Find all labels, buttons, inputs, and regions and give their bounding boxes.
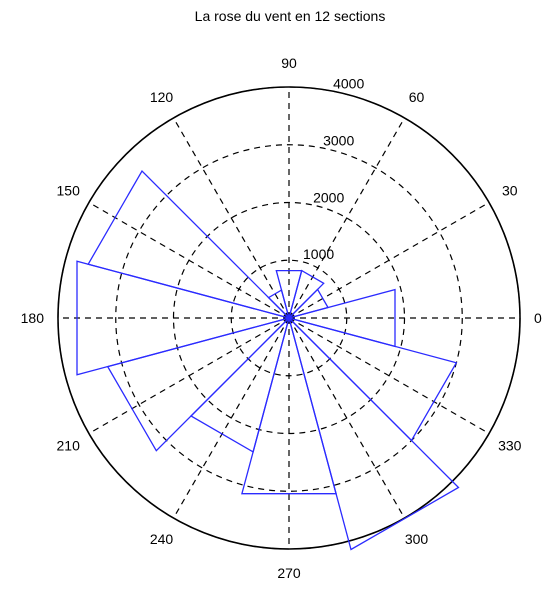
sector-150 [87, 169, 292, 320]
radial-tick-label-2000: 2000 [313, 189, 344, 205]
polar-grid [57, 86, 521, 550]
angular-gridline-8 [172, 317, 290, 519]
angle-tick-label-120: 120 [150, 89, 174, 105]
angle-tick-label-240: 240 [150, 531, 174, 547]
angle-tick-label-210: 210 [57, 438, 81, 454]
angle-tick-label-270: 270 [277, 565, 301, 581]
tick-labels: 0 30 60 90 120 150 180 210 240 270 300 330 1000 2000 3… [21, 55, 542, 581]
angular-gridline-11 [288, 317, 490, 435]
wind-sectors [76, 169, 460, 551]
sector-300 [287, 315, 460, 551]
angle-tick-label-30: 30 [502, 183, 518, 199]
chart-title: La rose du vent en 12 sections [194, 8, 386, 24]
angle-tick-label-60: 60 [409, 89, 425, 105]
center-dot [286, 315, 292, 321]
angular-gridline-5 [88, 201, 290, 319]
angle-tick-label-150: 150 [57, 183, 81, 199]
radial-tick-label-4000: 4000 [333, 76, 364, 92]
angular-gridline-10 [288, 317, 406, 519]
angular-gridline-4 [172, 117, 290, 319]
sector-210 [106, 316, 292, 452]
angle-tick-label-300: 300 [405, 531, 429, 547]
angle-tick-label-330: 330 [498, 438, 522, 454]
angle-tick-label-180: 180 [21, 310, 45, 326]
angular-gridline-7 [88, 317, 290, 435]
angle-tick-label-0: 0 [534, 310, 542, 326]
sector-60 [287, 269, 325, 321]
radial-tick-label-1000: 1000 [303, 246, 334, 262]
angular-gridline-2 [288, 117, 406, 319]
angle-tick-label-90: 90 [281, 55, 297, 71]
sector-240 [189, 315, 291, 453]
radial-tick-label-3000: 3000 [323, 132, 354, 148]
radial-gridline-2 [115, 144, 463, 492]
sector-330 [286, 316, 458, 442]
outer-circle [57, 86, 521, 550]
